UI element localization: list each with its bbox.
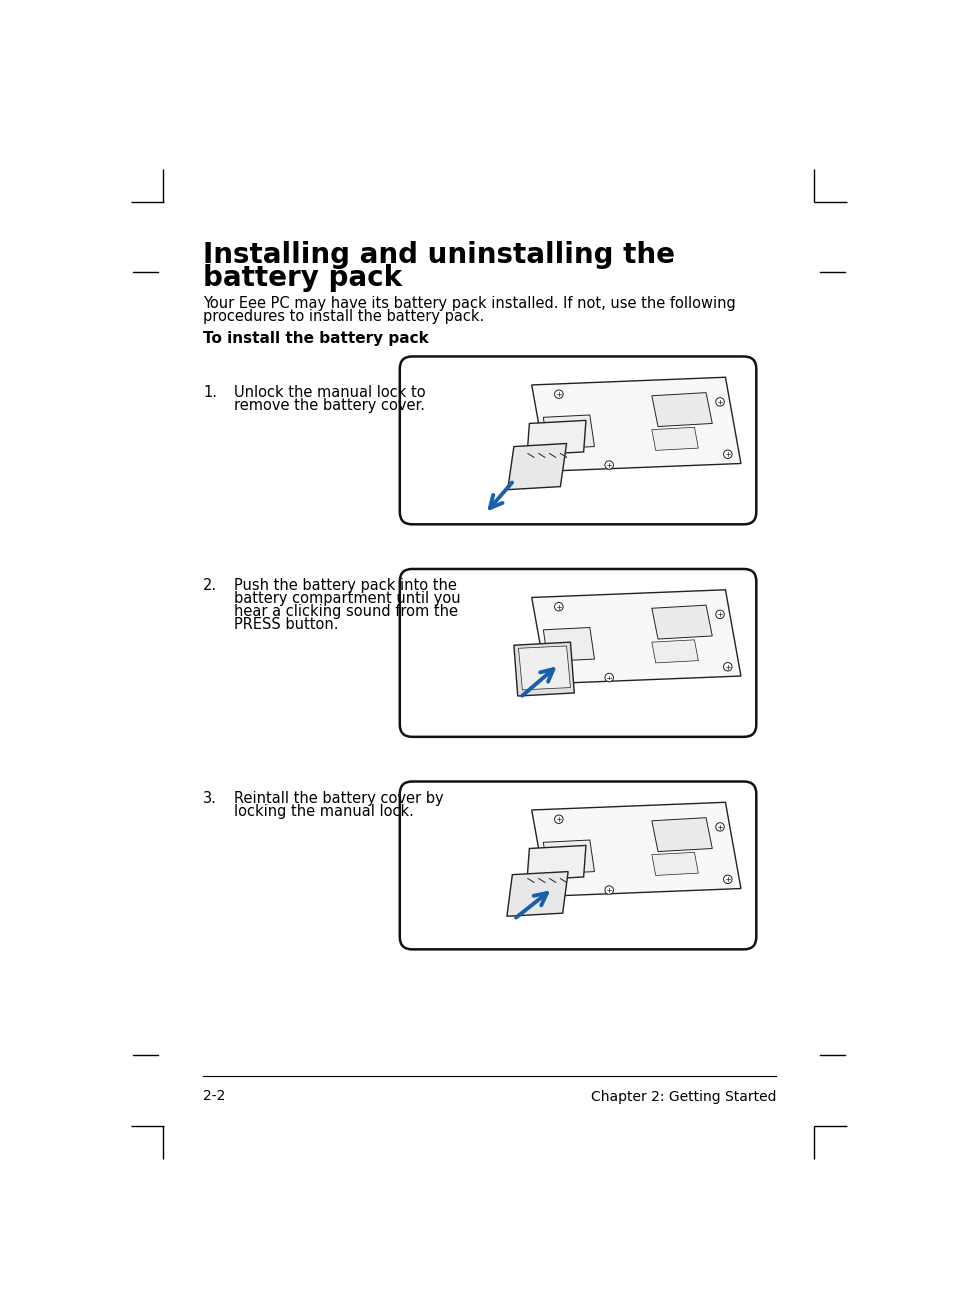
Polygon shape — [651, 818, 712, 852]
Text: remove the battery cover.: remove the battery cover. — [233, 398, 424, 413]
Text: Push the battery pack into the: Push the battery pack into the — [233, 579, 456, 593]
Polygon shape — [531, 589, 740, 684]
Polygon shape — [507, 443, 566, 489]
Polygon shape — [651, 427, 698, 451]
Text: Installing and uninstalling the: Installing and uninstalling the — [203, 241, 674, 270]
Circle shape — [722, 663, 731, 671]
Text: 2-2: 2-2 — [203, 1090, 225, 1103]
Polygon shape — [531, 802, 740, 897]
Circle shape — [715, 610, 723, 618]
FancyBboxPatch shape — [399, 781, 756, 949]
Polygon shape — [514, 642, 574, 696]
Text: hear a clicking sound from the: hear a clicking sound from the — [233, 605, 457, 619]
Polygon shape — [651, 393, 712, 426]
Polygon shape — [526, 421, 585, 455]
Polygon shape — [526, 846, 585, 880]
FancyBboxPatch shape — [399, 356, 756, 525]
Text: Unlock the manual lock to: Unlock the manual lock to — [233, 385, 425, 400]
Circle shape — [554, 391, 562, 398]
Circle shape — [554, 815, 562, 823]
Circle shape — [604, 460, 613, 469]
Text: battery compartment until you: battery compartment until you — [233, 592, 460, 606]
Circle shape — [715, 397, 723, 406]
Circle shape — [715, 823, 723, 831]
Circle shape — [604, 673, 613, 681]
FancyBboxPatch shape — [399, 569, 756, 736]
Text: 1.: 1. — [203, 385, 216, 400]
Polygon shape — [518, 646, 570, 690]
Text: 3.: 3. — [203, 790, 216, 806]
Text: Chapter 2: Getting Started: Chapter 2: Getting Started — [590, 1090, 776, 1103]
Text: PRESS button.: PRESS button. — [233, 618, 338, 633]
Polygon shape — [531, 377, 740, 471]
Circle shape — [722, 874, 731, 884]
Text: 2.: 2. — [203, 579, 217, 593]
Polygon shape — [543, 416, 594, 448]
Polygon shape — [543, 840, 594, 874]
Text: Reintall the battery cover by: Reintall the battery cover by — [233, 790, 443, 806]
Polygon shape — [506, 872, 568, 917]
Text: Your Eee PC may have its battery pack installed. If not, use the following: Your Eee PC may have its battery pack in… — [203, 296, 735, 312]
Text: procedures to install the battery pack.: procedures to install the battery pack. — [203, 309, 484, 325]
Polygon shape — [543, 627, 594, 661]
Polygon shape — [651, 640, 698, 663]
Polygon shape — [651, 605, 712, 639]
Text: locking the manual lock.: locking the manual lock. — [233, 803, 414, 819]
Circle shape — [554, 602, 562, 611]
Text: battery pack: battery pack — [203, 264, 401, 292]
Text: To install the battery pack: To install the battery pack — [203, 331, 428, 346]
Circle shape — [722, 450, 731, 459]
Circle shape — [604, 886, 613, 894]
Polygon shape — [651, 852, 698, 876]
